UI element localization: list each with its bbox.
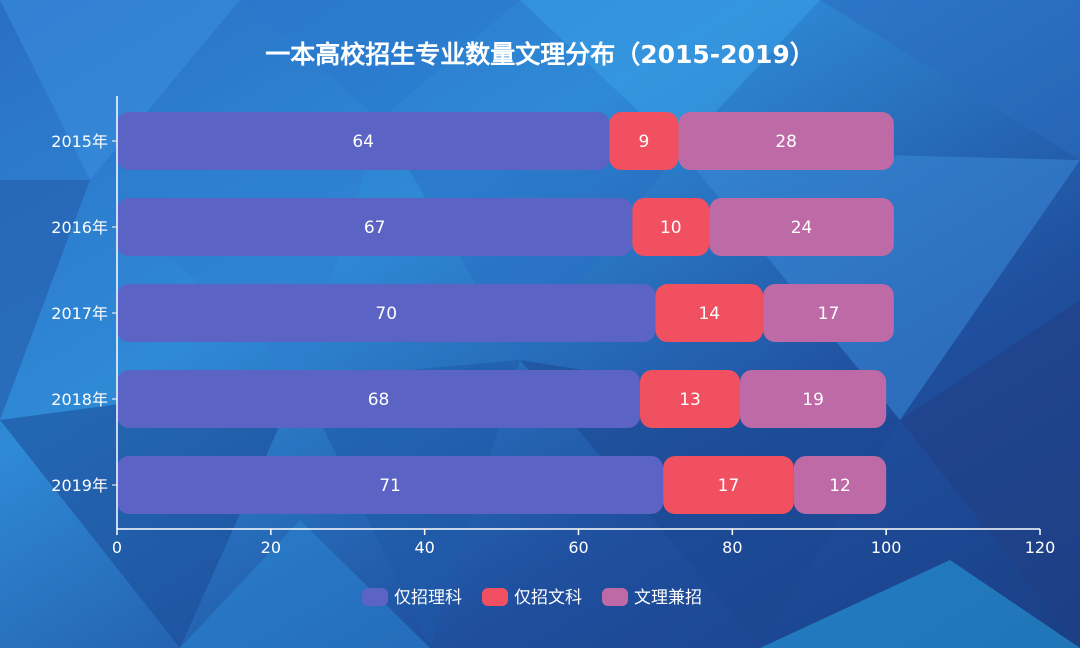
bar-segment — [678, 112, 894, 170]
x-tick-label: 80 — [722, 538, 742, 557]
legend-swatch — [482, 588, 508, 606]
y-category-label: 2017年 — [51, 304, 108, 323]
x-tick-label: 60 — [568, 538, 588, 557]
bar-data-label: 24 — [791, 218, 813, 238]
bar-data-label: 68 — [368, 390, 390, 410]
legend-label: 文理兼招 — [634, 588, 702, 608]
x-tick-label: 100 — [871, 538, 902, 557]
bar-segment — [609, 112, 679, 170]
bar-segment — [117, 112, 610, 170]
plot-area: 64 9 28 67 10 24 70 14 17 68 13 19 71 17 12 — [117, 112, 894, 514]
y-category-label: 2015年 — [51, 132, 108, 151]
legend: 仅招理科 仅招文科 文理兼招 — [362, 588, 702, 608]
bar-data-label: 64 — [352, 132, 374, 152]
x-tick-label: 20 — [261, 538, 281, 557]
bar-segment — [709, 198, 894, 256]
bar-data-label: 70 — [375, 304, 397, 324]
bar-data-label: 28 — [775, 132, 797, 152]
bar-data-label: 12 — [829, 476, 851, 496]
x-tick-label: 120 — [1025, 538, 1056, 557]
bar-segment — [663, 456, 794, 514]
legend-swatch — [602, 588, 628, 606]
y-axis-categories: 2015年 2016年 2017年 2018年 2019年 — [51, 132, 117, 495]
bar-data-label: 17 — [718, 476, 740, 496]
bar-data-label: 17 — [818, 304, 840, 324]
bar-data-label: 71 — [379, 476, 401, 496]
y-category-label: 2016年 — [51, 218, 108, 237]
bar-segment — [117, 284, 656, 342]
bar-segment — [763, 284, 894, 342]
legend-label: 仅招理科 — [394, 588, 462, 608]
x-tick-label: 40 — [414, 538, 434, 557]
bar-data-label: 67 — [364, 218, 386, 238]
bar-segment — [117, 370, 641, 428]
x-axis-ticks: 0 20 40 60 80 100 120 — [112, 529, 1055, 557]
y-category-label: 2019年 — [51, 476, 108, 495]
bar-segment — [655, 284, 764, 342]
bar-segment — [640, 370, 741, 428]
bar-segment — [117, 456, 664, 514]
bar-data-label: 9 — [638, 132, 649, 152]
bar-segment — [632, 198, 710, 256]
bar-data-label: 19 — [802, 390, 824, 410]
legend-label: 仅招文科 — [514, 588, 582, 608]
y-category-label: 2018年 — [51, 390, 108, 409]
x-tick-label: 0 — [112, 538, 122, 557]
bar-segment — [740, 370, 887, 428]
bar-data-label: 14 — [698, 304, 720, 324]
chart-title: 一本高校招生专业数量文理分布（2015-2019） — [265, 40, 815, 69]
bar-segment — [793, 456, 887, 514]
bar-data-label: 10 — [660, 218, 682, 238]
bar-segment — [117, 198, 633, 256]
legend-swatch — [362, 588, 388, 606]
bar-data-label: 13 — [679, 390, 701, 410]
